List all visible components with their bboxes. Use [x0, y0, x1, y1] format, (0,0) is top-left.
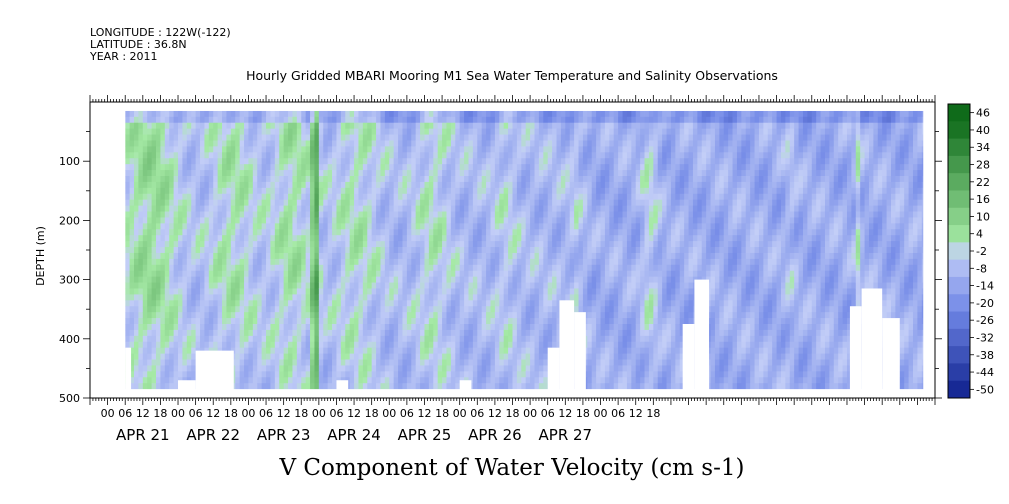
colorbar-swatch: [948, 173, 970, 191]
x-hour-tick-label: 12: [488, 407, 502, 420]
x-hour-tick-label: 18: [153, 407, 167, 420]
x-hour-tick-label: 12: [347, 407, 361, 420]
plot-area: [90, 102, 935, 398]
chart-title: Hourly Gridded MBARI Mooring M1 Sea Wate…: [246, 68, 778, 83]
y-axis-label: DEPTH (m): [34, 226, 47, 286]
x-hour-tick-label: 00: [594, 407, 608, 420]
colorbar: 46 40 34 28 22 16 10 4 -2 -8 -14 -20 -26 -32 -38 -44 -50: [947, 103, 994, 399]
y-tick-label: 400: [59, 333, 80, 346]
longitude-label: LONGITUDE : 122W(-122): [90, 26, 231, 39]
year-label: YEAR : 2011: [90, 50, 158, 63]
x-day-tick-label: APR 25: [398, 426, 452, 444]
colorbar-label: -2: [976, 245, 987, 258]
y-tick-label: 200: [59, 214, 80, 227]
colorbar-swatch: [948, 294, 970, 313]
x-day-tick-label: APR 27: [539, 426, 593, 444]
x-hour-tick-label: 06: [189, 407, 203, 420]
latitude-label: LATITUDE : 36.8N: [90, 38, 187, 51]
x-hour-tick-label: 18: [365, 407, 379, 420]
x-hour-tick-label: 00: [171, 407, 185, 420]
colorbar-label: -38: [976, 349, 994, 362]
colorbar-swatch: [948, 225, 970, 243]
x-day-tick-label: APR 21: [116, 426, 170, 444]
colorbar-label: 22: [976, 176, 990, 189]
y-tick-label: 500: [59, 392, 80, 405]
colorbar-swatch: [948, 380, 970, 399]
x-hour-tick-label: 06: [118, 407, 132, 420]
x-hour-tick-label: 18: [646, 407, 660, 420]
colorbar-label: 40: [976, 124, 990, 137]
x-hour-tick-label: 18: [435, 407, 449, 420]
velocity-field: [90, 102, 935, 398]
x-hour-tick-label: 06: [400, 407, 414, 420]
colorbar-swatch: [948, 121, 970, 140]
colorbar-label: 16: [976, 193, 990, 206]
x-hour-tick-label: 12: [277, 407, 291, 420]
colorbar-label: 4: [976, 228, 983, 241]
colorbar-swatch: [948, 346, 970, 364]
colorbar-swatch: [948, 363, 970, 382]
x-hour-tick-label: 18: [294, 407, 308, 420]
colorbar-swatch: [948, 242, 970, 261]
colorbar-label: -50: [976, 383, 994, 396]
colorbar-label: 28: [976, 159, 990, 172]
colorbar-swatch: [948, 276, 970, 295]
colorbar-swatch: [948, 104, 970, 122]
x-hour-tick-label: 12: [206, 407, 220, 420]
colorbar-label: -44: [976, 366, 994, 379]
y-tick-label: 300: [59, 274, 80, 287]
colorbar-label: 46: [976, 107, 990, 120]
x-hour-tick-label: 06: [541, 407, 555, 420]
x-hour-tick-label: 12: [417, 407, 431, 420]
x-day-tick-label: APR 22: [186, 426, 240, 444]
x-hour-tick-label: 18: [576, 407, 590, 420]
colorbar-label: 10: [976, 210, 990, 223]
x-hour-tick-label: 00: [312, 407, 326, 420]
colorbar-label: -14: [976, 280, 994, 293]
x-hour-tick-label: 12: [629, 407, 643, 420]
colorbar-label: -32: [976, 331, 994, 344]
x-hour-tick-label: 06: [470, 407, 484, 420]
x-hour-tick-label: 12: [136, 407, 150, 420]
x-hour-tick-label: 00: [382, 407, 396, 420]
x-hour-tick-label: 06: [259, 407, 273, 420]
colorbar-swatch: [948, 190, 970, 209]
x-hour-tick-label: 12: [558, 407, 572, 420]
x-hour-tick-label: 00: [101, 407, 115, 420]
colorbar-swatch: [948, 259, 970, 278]
y-tick-label: 100: [59, 155, 80, 168]
x-day-tick-label: APR 23: [257, 426, 311, 444]
colorbar-swatch: [948, 155, 970, 174]
colorbar-swatch: [948, 138, 970, 157]
x-hour-tick-label: 00: [523, 407, 537, 420]
colorbar-label: -20: [976, 297, 994, 310]
colorbar-label: 34: [976, 141, 990, 154]
colorbar-swatch: [948, 328, 970, 347]
colorbar-label: -26: [976, 314, 994, 327]
axes: 00 06 12 18 00 06 12 18 00 06 12 18 00 06 12 18 00 06 12 18…: [59, 95, 942, 444]
x-axis-label: V Component of Water Velocity (cm s-1): [279, 455, 745, 481]
x-day-tick-label: APR 24: [327, 426, 381, 444]
colorbar-label: -8: [976, 262, 987, 275]
x-hour-tick-label: 06: [329, 407, 343, 420]
x-hour-tick-label: 18: [506, 407, 520, 420]
colorbar-swatch: [948, 311, 970, 330]
x-hour-tick-label: 18: [224, 407, 238, 420]
x-hour-tick-label: 00: [241, 407, 255, 420]
colorbar-swatch: [948, 207, 970, 226]
x-hour-tick-label: 06: [611, 407, 625, 420]
x-hour-tick-label: 00: [453, 407, 467, 420]
x-day-tick-label: APR 26: [468, 426, 522, 444]
